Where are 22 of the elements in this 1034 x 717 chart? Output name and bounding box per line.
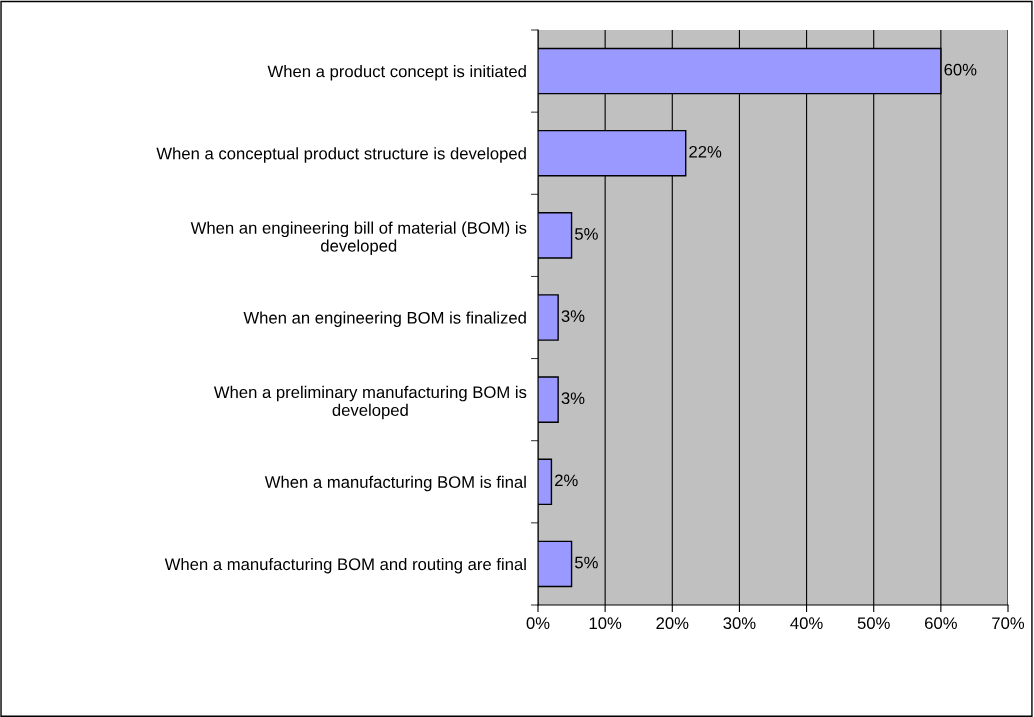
- data-label: 5%: [575, 556, 598, 569]
- y-tick-label: When a product concept is initiated: [267, 65, 526, 81]
- data-label: 2%: [555, 474, 578, 487]
- data-label: 3%: [561, 310, 585, 322]
- data-label: 3%: [561, 392, 585, 405]
- data-label: 5%: [575, 228, 598, 240]
- x-tick-label: 20%: [656, 617, 689, 630]
- data-label: 60%: [944, 63, 977, 76]
- x-tick-label: 10%: [589, 617, 622, 630]
- y-tick-label: When a preliminary manufacturing BOM is developed: [213, 385, 527, 420]
- x-tick-label: 70%: [992, 617, 1025, 630]
- y-tick-label: When an engineering bill of material (BOM) is developed: [190, 221, 527, 256]
- y-tick-label: When a conceptual product structure is developed: [156, 147, 526, 163]
- x-tick-label: 0%: [526, 617, 550, 630]
- x-tick-label: 50%: [857, 617, 890, 630]
- y-tick-label: When an engineering BOM is finalized: [243, 311, 526, 327]
- y-tick-label: When a manufacturing BOM is final: [264, 475, 526, 492]
- x-tick-label: 30%: [723, 617, 756, 630]
- x-tick-label: 40%: [790, 617, 823, 630]
- data-label: 22%: [689, 145, 722, 158]
- x-tick-label: 60%: [925, 617, 957, 630]
- y-tick-label: When a manufacturing BOM and routing are final: [164, 557, 526, 574]
